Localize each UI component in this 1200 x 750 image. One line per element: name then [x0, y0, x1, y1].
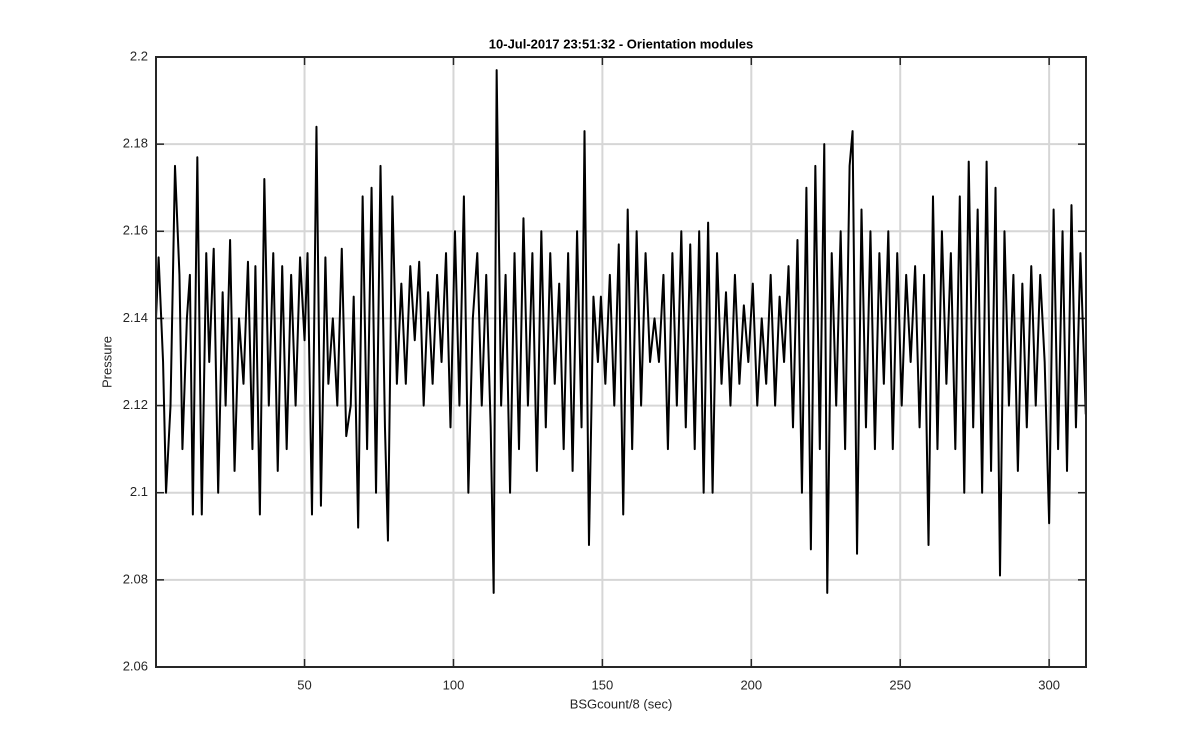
y-tick-label: 2.12 [123, 397, 148, 412]
x-tick-label: 300 [1038, 677, 1060, 692]
y-tick-label: 2.1 [130, 484, 148, 499]
y-tick-label: 2.16 [123, 223, 148, 238]
y-tick-label: 2.2 [130, 48, 148, 63]
y-axis-label: Pressure [99, 336, 114, 388]
plot-frame [155, 56, 1087, 668]
y-tick-label: 2.14 [123, 310, 148, 325]
x-tick-label: 50 [297, 677, 311, 692]
x-axis-label: BSGcount/8 (sec) [570, 696, 673, 711]
x-tick-label: 200 [740, 677, 762, 692]
x-tick-label: 150 [592, 677, 614, 692]
y-tick-label: 2.08 [123, 571, 148, 586]
x-tick-label: 100 [443, 677, 465, 692]
data-line [155, 69, 1087, 594]
chart-title: 10-Jul-2017 23:51:32 - Orientation modul… [489, 36, 753, 51]
y-tick-label: 2.06 [123, 658, 148, 673]
y-tick-label: 2.18 [123, 136, 148, 151]
x-tick-label: 250 [889, 677, 911, 692]
